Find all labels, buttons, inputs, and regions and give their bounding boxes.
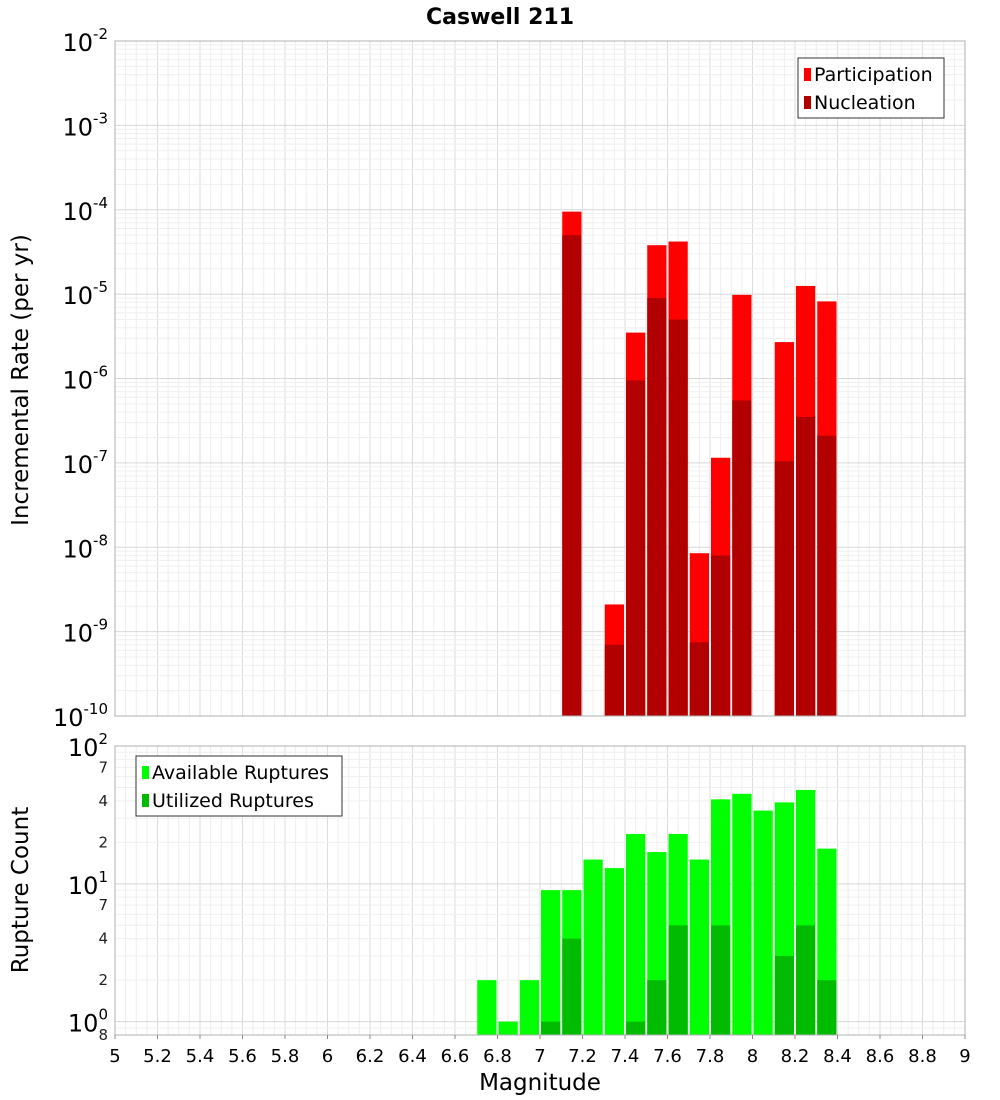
bar-utilized-ruptures — [562, 938, 582, 1035]
y-minor-tick-label: 7 — [98, 896, 108, 914]
bar-available-ruptures — [753, 810, 773, 1035]
chart-title: Caswell 211 — [426, 5, 574, 30]
x-tick-label: 7 — [534, 1046, 545, 1067]
x-axis-label: Magnitude — [479, 1070, 601, 1096]
y-minor-tick-label: 7 — [98, 758, 108, 776]
bar-available-ruptures — [498, 1021, 518, 1035]
x-tick-label: 8.8 — [908, 1046, 937, 1067]
x-tick-label: 5.2 — [143, 1046, 172, 1067]
bar-nucleation — [711, 555, 731, 716]
bar-available-ruptures — [732, 793, 752, 1035]
y-tick-label: 10-7 — [62, 447, 108, 479]
x-tick-label: 6.2 — [356, 1046, 385, 1067]
legend-swatch — [142, 766, 149, 779]
bar-utilized-ruptures — [647, 980, 667, 1035]
bar-nucleation — [732, 400, 752, 716]
bar-available-ruptures — [583, 859, 603, 1035]
bar-nucleation — [562, 235, 582, 716]
y-tick-label: 10-5 — [62, 278, 108, 310]
legend-swatch — [804, 96, 811, 109]
bar-utilized-ruptures — [541, 1021, 561, 1035]
bar-utilized-ruptures — [626, 1021, 646, 1035]
x-tick-label: 8.4 — [823, 1046, 852, 1067]
bar-nucleation — [604, 644, 624, 716]
count-panel: 100 101 102 8 2 4 7 2 4 7 Rupture Count Available R… — [8, 730, 966, 1044]
bar-nucleation — [689, 642, 709, 716]
x-tick-label: 6.8 — [483, 1046, 512, 1067]
bar-utilized-ruptures — [668, 925, 688, 1035]
y-axis-label: Incremental Rate (per yr) — [8, 234, 34, 526]
x-tick-label: 5.8 — [271, 1046, 300, 1067]
y-tick-label: 10-4 — [62, 194, 108, 226]
legend-label: Participation — [814, 64, 933, 86]
bar-nucleation — [817, 435, 837, 716]
y-tick-label: 10-9 — [62, 616, 108, 648]
bar-available-ruptures — [626, 833, 646, 1035]
x-tick-label: 5.4 — [186, 1046, 215, 1067]
legend-label: Utilized Ruptures — [152, 790, 314, 812]
bar-nucleation — [774, 461, 794, 716]
x-tick-label: 5 — [109, 1046, 120, 1067]
bar-available-ruptures — [477, 980, 497, 1035]
y-tick-label: 102 — [68, 730, 108, 762]
y-minor-tick-label: 4 — [98, 930, 108, 948]
plot-border — [114, 40, 966, 717]
y-minor-tick-label: 2 — [98, 833, 108, 851]
y-axis-label: Rupture Count — [8, 807, 34, 973]
legend: Participation Nucleation — [797, 57, 945, 119]
y-tick-label: 10-3 — [62, 109, 108, 141]
x-tick-label: 8 — [747, 1046, 758, 1067]
legend-swatch — [804, 68, 811, 81]
bar-available-ruptures — [519, 980, 539, 1035]
y-minor-tick-label: 2 — [98, 971, 108, 989]
y-tick-label: 10-2 — [62, 25, 108, 57]
x-axis: 5 5.2 5.4 5.6 5.8 6 6.2 6.4 6.6 6.8 7 7.2 7.4 7.6 7.8 8… — [109, 1035, 971, 1067]
legend-label: Nucleation — [814, 92, 916, 114]
x-tick-label: 6.6 — [441, 1046, 470, 1067]
x-tick-label: 7.8 — [696, 1046, 725, 1067]
bar-nucleation — [796, 416, 816, 716]
y-tick-label: 10-6 — [62, 363, 108, 395]
x-tick-label: 7.4 — [611, 1046, 640, 1067]
bar-utilized-ruptures — [711, 925, 731, 1035]
legend-swatch — [142, 794, 149, 807]
legend-box — [797, 57, 945, 119]
x-tick-label: 7.6 — [653, 1046, 682, 1067]
legend-box — [135, 755, 343, 817]
y-tick-label: 101 — [68, 868, 108, 900]
y-tick-label: 10-10 — [53, 700, 108, 732]
x-tick-label: 8.6 — [866, 1046, 895, 1067]
x-tick-label: 8.2 — [781, 1046, 810, 1067]
bar-utilized-ruptures — [796, 925, 816, 1035]
bar-utilized-ruptures — [817, 980, 837, 1035]
x-tick-label: 9 — [959, 1046, 970, 1067]
x-tick-label: 7.2 — [568, 1046, 597, 1067]
bar-available-ruptures — [689, 859, 709, 1035]
y-tick-label: 100 — [68, 1006, 108, 1038]
bar-available-ruptures — [604, 868, 624, 1035]
legend-label: Available Ruptures — [152, 762, 329, 784]
x-tick-label: 6 — [322, 1046, 333, 1067]
legend: Available Ruptures Utilized Ruptures — [135, 755, 343, 817]
y-tick-label: 10-8 — [62, 531, 108, 563]
x-tick-label: 6.4 — [398, 1046, 427, 1067]
bar-nucleation — [647, 297, 667, 716]
bar-nucleation — [668, 319, 688, 716]
bar-utilized-ruptures — [774, 955, 794, 1035]
bar-available-ruptures — [541, 890, 561, 1035]
x-tick-label: 5.6 — [228, 1046, 257, 1067]
y-minor-tick-label: 8 — [98, 1026, 108, 1044]
y-minor-tick-label: 4 — [98, 792, 108, 810]
rate-panel: 10-10 10-9 10-8 10-7 10-6 10-5 10-4 10-3 10-2 Inc… — [8, 25, 966, 732]
bar-nucleation — [626, 380, 646, 716]
